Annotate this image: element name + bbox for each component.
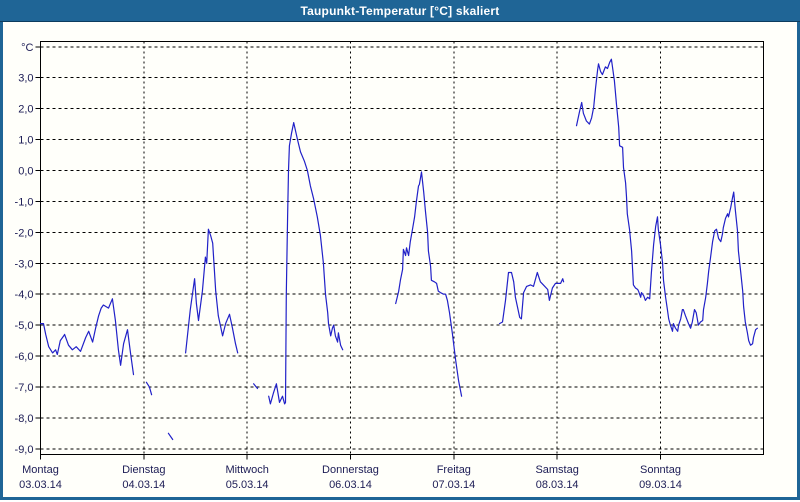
- x-tick-date-label: 09.03.14: [639, 479, 682, 491]
- x-tick-date-label: 04.03.14: [122, 479, 165, 491]
- y-tick-label: 3,0: [18, 73, 33, 85]
- data-line-segment: [253, 383, 259, 390]
- window-title-bar: Taupunkt-Temperatur [°C] skaliert: [0, 0, 800, 22]
- x-tick-date-label: 08.03.14: [536, 479, 579, 491]
- x-tick-day-label: Mittwoch: [225, 464, 268, 476]
- y-tick-label: °C: [21, 42, 33, 54]
- y-tick-label: -6,0: [15, 351, 34, 363]
- x-tick-date-label: 03.03.14: [19, 479, 62, 491]
- x-tick-date-label: 07.03.14: [432, 479, 475, 491]
- grid: [35, 41, 764, 460]
- plot-frame: [40, 41, 764, 455]
- data-line-segment: [145, 381, 153, 396]
- data-line-segment: [395, 171, 463, 397]
- y-tick-label: 1,0: [18, 135, 33, 147]
- y-tick-label: -3,0: [15, 258, 34, 270]
- data-line-segment: [268, 121, 344, 405]
- y-tick-label: 2,0: [18, 104, 33, 116]
- data-line-segment: [575, 58, 759, 346]
- x-tick-day-label: Dienstag: [122, 464, 165, 476]
- y-tick-label: -8,0: [15, 413, 34, 425]
- y-tick-label: -7,0: [15, 382, 34, 394]
- x-tick-day-label: Montag: [22, 464, 59, 476]
- y-tick-label: -1,0: [15, 196, 34, 208]
- y-tick-label: 0,0: [18, 166, 33, 178]
- x-tick-day-label: Donnerstag: [322, 464, 379, 476]
- x-tick-date-label: 06.03.14: [329, 479, 372, 491]
- x-tick-day-label: Sonntag: [640, 464, 681, 476]
- data-line-segment: [167, 432, 174, 441]
- chart-canvas: °C 3,0 2,0 1,0 0,0 -1,0 -2,0 -3,0 -4,0 -5,0 -6,0 -7…: [15, 41, 764, 491]
- x-tick-date-label: 05.03.14: [226, 479, 269, 491]
- y-tick-label: -4,0: [15, 289, 34, 301]
- window-title: Taupunkt-Temperatur [°C] skaliert: [300, 3, 500, 18]
- x-tick-day-label: Samstag: [535, 464, 578, 476]
- y-tick-label: -2,0: [15, 227, 34, 239]
- y-tick-label: -5,0: [15, 320, 34, 332]
- data-line-segment: [39, 298, 135, 376]
- y-tick-label: -9,0: [15, 444, 34, 456]
- data-line-segment: [498, 271, 565, 325]
- data-line-segment: [185, 228, 239, 354]
- chart-panel: °C 3,0 2,0 1,0 0,0 -1,0 -2,0 -3,0 -4,0 -5,0 -6,0 -7…: [3, 22, 797, 497]
- x-tick-day-label: Freitag: [437, 464, 471, 476]
